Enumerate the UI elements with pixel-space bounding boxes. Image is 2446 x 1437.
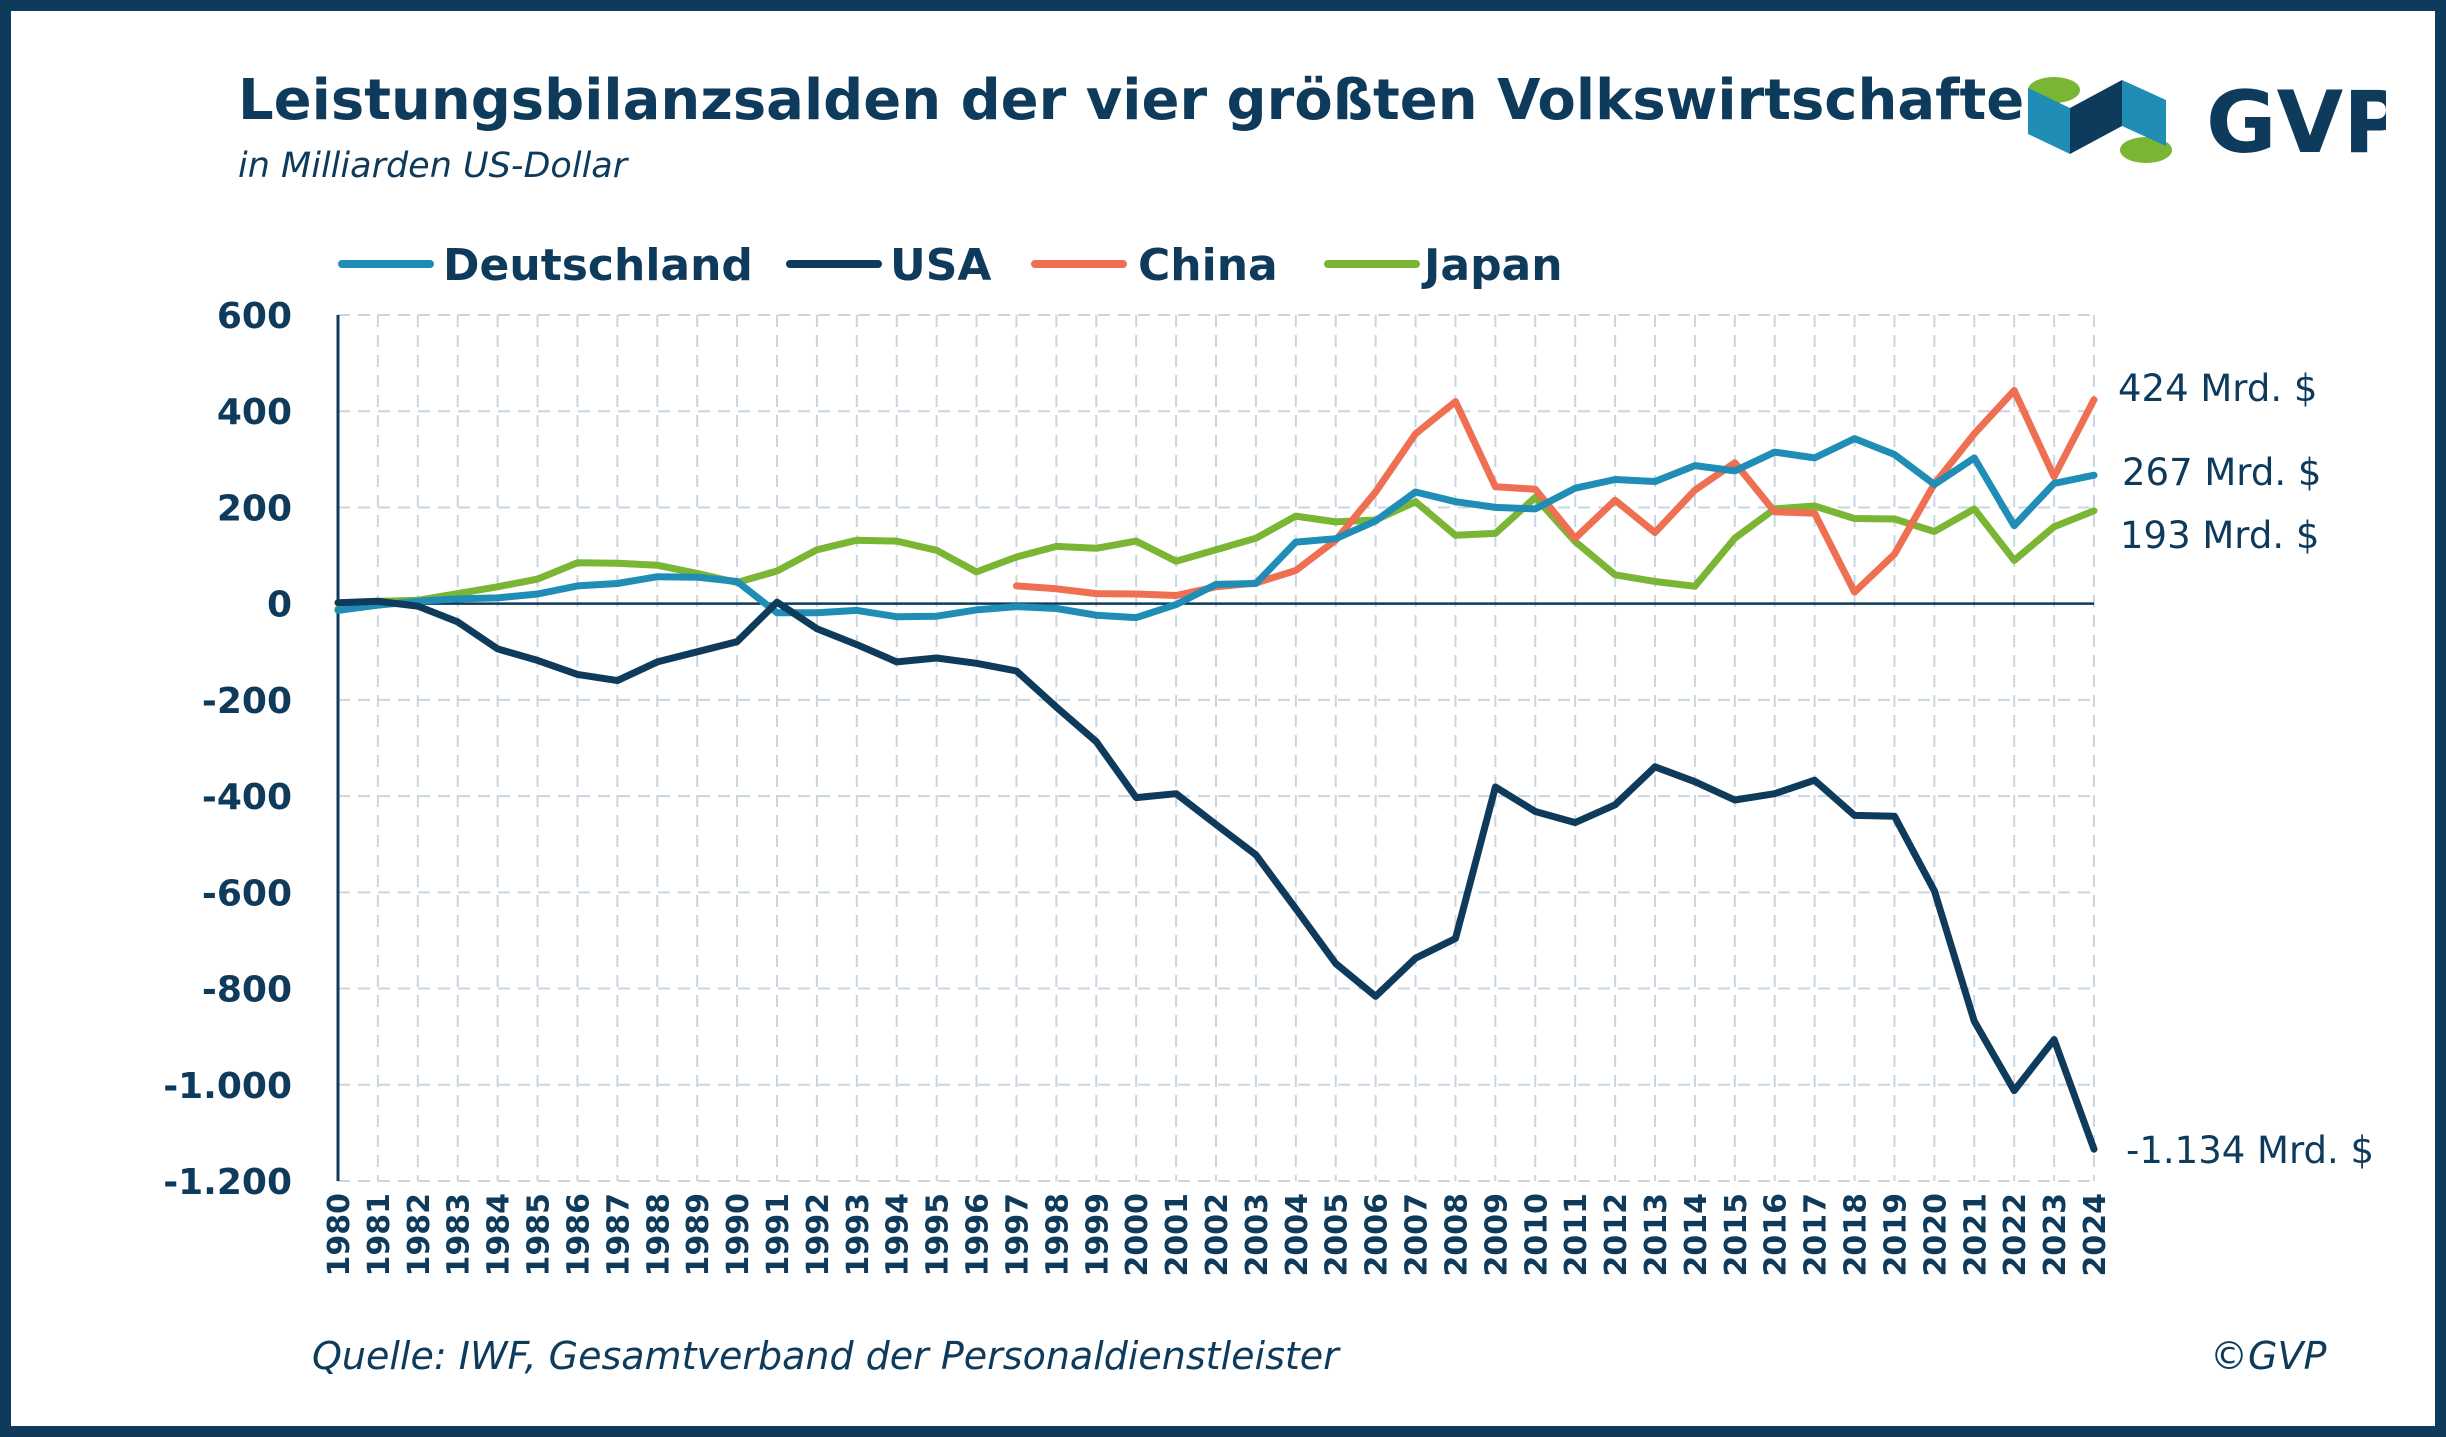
x-tick-label: 1996 bbox=[961, 1193, 996, 1277]
x-tick-label: 2020 bbox=[1918, 1193, 1953, 1277]
x-tick-label: 1988 bbox=[641, 1193, 676, 1277]
y-tick-label: -1.200 bbox=[163, 1162, 292, 1203]
x-tick-label: 2015 bbox=[1719, 1193, 1754, 1277]
copyright-note: ©GVP bbox=[2210, 1334, 2327, 1378]
end-label-deutschland: 267 Mrd. $ bbox=[2122, 451, 2321, 494]
end-label-japan: 193 Mrd. $ bbox=[2120, 514, 2319, 557]
series-lines bbox=[334, 387, 2098, 1153]
x-tick-label: 2023 bbox=[2038, 1193, 2073, 1277]
x-tick-label: 1986 bbox=[561, 1193, 596, 1277]
x-tick-label: 1984 bbox=[482, 1193, 517, 1277]
x-tick-label: 1985 bbox=[522, 1193, 557, 1277]
chart-title: Leistungsbilanzsalden der vier größten V… bbox=[238, 68, 2065, 133]
grid bbox=[337, 314, 2095, 1182]
y-tick-label: 0 bbox=[267, 585, 292, 626]
x-tick-label: 1994 bbox=[881, 1193, 916, 1277]
x-tick-label: 2007 bbox=[1400, 1193, 1435, 1277]
logo-text: GVP bbox=[2206, 73, 2386, 168]
axes bbox=[336, 315, 2094, 1181]
x-tick-label: 2013 bbox=[1639, 1193, 1674, 1277]
y-tick-label: -600 bbox=[202, 873, 292, 914]
x-tick-label: 2018 bbox=[1839, 1193, 1874, 1277]
x-tick-label: 1981 bbox=[362, 1193, 397, 1277]
x-tick-label: 1980 bbox=[322, 1193, 357, 1277]
x-tick-label: 1991 bbox=[761, 1193, 796, 1277]
end-label-usa: -1.134 Mrd. $ bbox=[2126, 1129, 2374, 1172]
x-tick-label: 1997 bbox=[1000, 1193, 1035, 1277]
y-tick-label: 400 bbox=[217, 392, 292, 433]
x-tick-label: 2016 bbox=[1759, 1193, 1794, 1277]
x-tick-label: 2021 bbox=[1958, 1193, 1993, 1277]
x-tick-label: 2022 bbox=[1998, 1193, 2033, 1277]
x-tick-label: 2005 bbox=[1320, 1193, 1355, 1277]
legend-label-deutschland: Deutschland bbox=[443, 240, 753, 291]
x-tick-label: 2009 bbox=[1479, 1193, 1514, 1277]
x-tick-label: 1995 bbox=[921, 1193, 956, 1277]
chart-subtitle: in Milliarden US-Dollar bbox=[238, 146, 628, 186]
x-tick-label: 1987 bbox=[601, 1193, 636, 1277]
legend-label-usa: USA bbox=[890, 240, 991, 291]
x-tick-label: 2014 bbox=[1679, 1193, 1714, 1277]
gvp-logo: GVP bbox=[2028, 73, 2386, 168]
x-tick-label: 2000 bbox=[1120, 1193, 1155, 1277]
end-labels: 424 Mrd. $ 267 Mrd. $ 193 Mrd. $ -1.134 Mrd… bbox=[2118, 367, 2374, 1172]
legend: Deutschland USA China Japan bbox=[338, 240, 1563, 291]
cube-icon bbox=[2028, 77, 2172, 163]
y-tick-label: -200 bbox=[202, 681, 292, 722]
x-tick-label: 2017 bbox=[1799, 1193, 1834, 1277]
x-tick-label: 2019 bbox=[1878, 1193, 1913, 1277]
series-line-usa bbox=[334, 597, 2098, 1153]
x-tick-label: 1999 bbox=[1080, 1193, 1115, 1277]
series-line-china bbox=[1013, 387, 2098, 599]
x-tick-label: 2004 bbox=[1280, 1193, 1315, 1277]
y-tick-label: -800 bbox=[202, 970, 292, 1011]
end-label-china: 424 Mrd. $ bbox=[2118, 367, 2317, 410]
x-tick-label: 2010 bbox=[1519, 1193, 1554, 1277]
legend-label-china: China bbox=[1138, 240, 1278, 291]
y-tick-label: -400 bbox=[202, 777, 292, 818]
x-tick-label: 2012 bbox=[1599, 1193, 1634, 1277]
y-tick-label: -1.000 bbox=[163, 1066, 292, 1107]
x-tick-label: 1993 bbox=[841, 1193, 876, 1277]
x-tick-label: 2011 bbox=[1559, 1193, 1594, 1277]
source-note: Quelle: IWF, Gesamtverband der Personald… bbox=[312, 1334, 1339, 1378]
x-tick-label: 1982 bbox=[402, 1193, 437, 1277]
x-tick-label: 2001 bbox=[1160, 1193, 1195, 1277]
x-tick-label: 2024 bbox=[2078, 1193, 2113, 1277]
x-tick-label: 1998 bbox=[1040, 1193, 1075, 1277]
x-tick-label: 2002 bbox=[1200, 1193, 1235, 1277]
x-tick-label: 2006 bbox=[1360, 1193, 1395, 1277]
x-tick-label: 1992 bbox=[801, 1193, 836, 1277]
series-line-deutschland bbox=[334, 435, 2098, 622]
y-tick-label: 200 bbox=[217, 488, 292, 529]
x-tick-label: 1983 bbox=[442, 1193, 477, 1277]
x-tick-label: 2008 bbox=[1439, 1193, 1474, 1277]
x-axis-ticks: 1980 1981 1982 1983 1984 1985 1986 1987 1988 1989… bbox=[322, 1193, 2113, 1277]
x-tick-label: 1989 bbox=[681, 1193, 716, 1277]
legend-label-japan: Japan bbox=[1421, 240, 1563, 291]
x-tick-label: 2003 bbox=[1240, 1193, 1275, 1277]
x-tick-label: 1990 bbox=[721, 1193, 756, 1277]
series-line-japan bbox=[334, 493, 2098, 613]
y-axis-ticks: 600 400 200 0 -200 -400 -600 -800 -1.000 -1.200 bbox=[163, 296, 292, 1203]
y-tick-label: 600 bbox=[217, 296, 292, 337]
